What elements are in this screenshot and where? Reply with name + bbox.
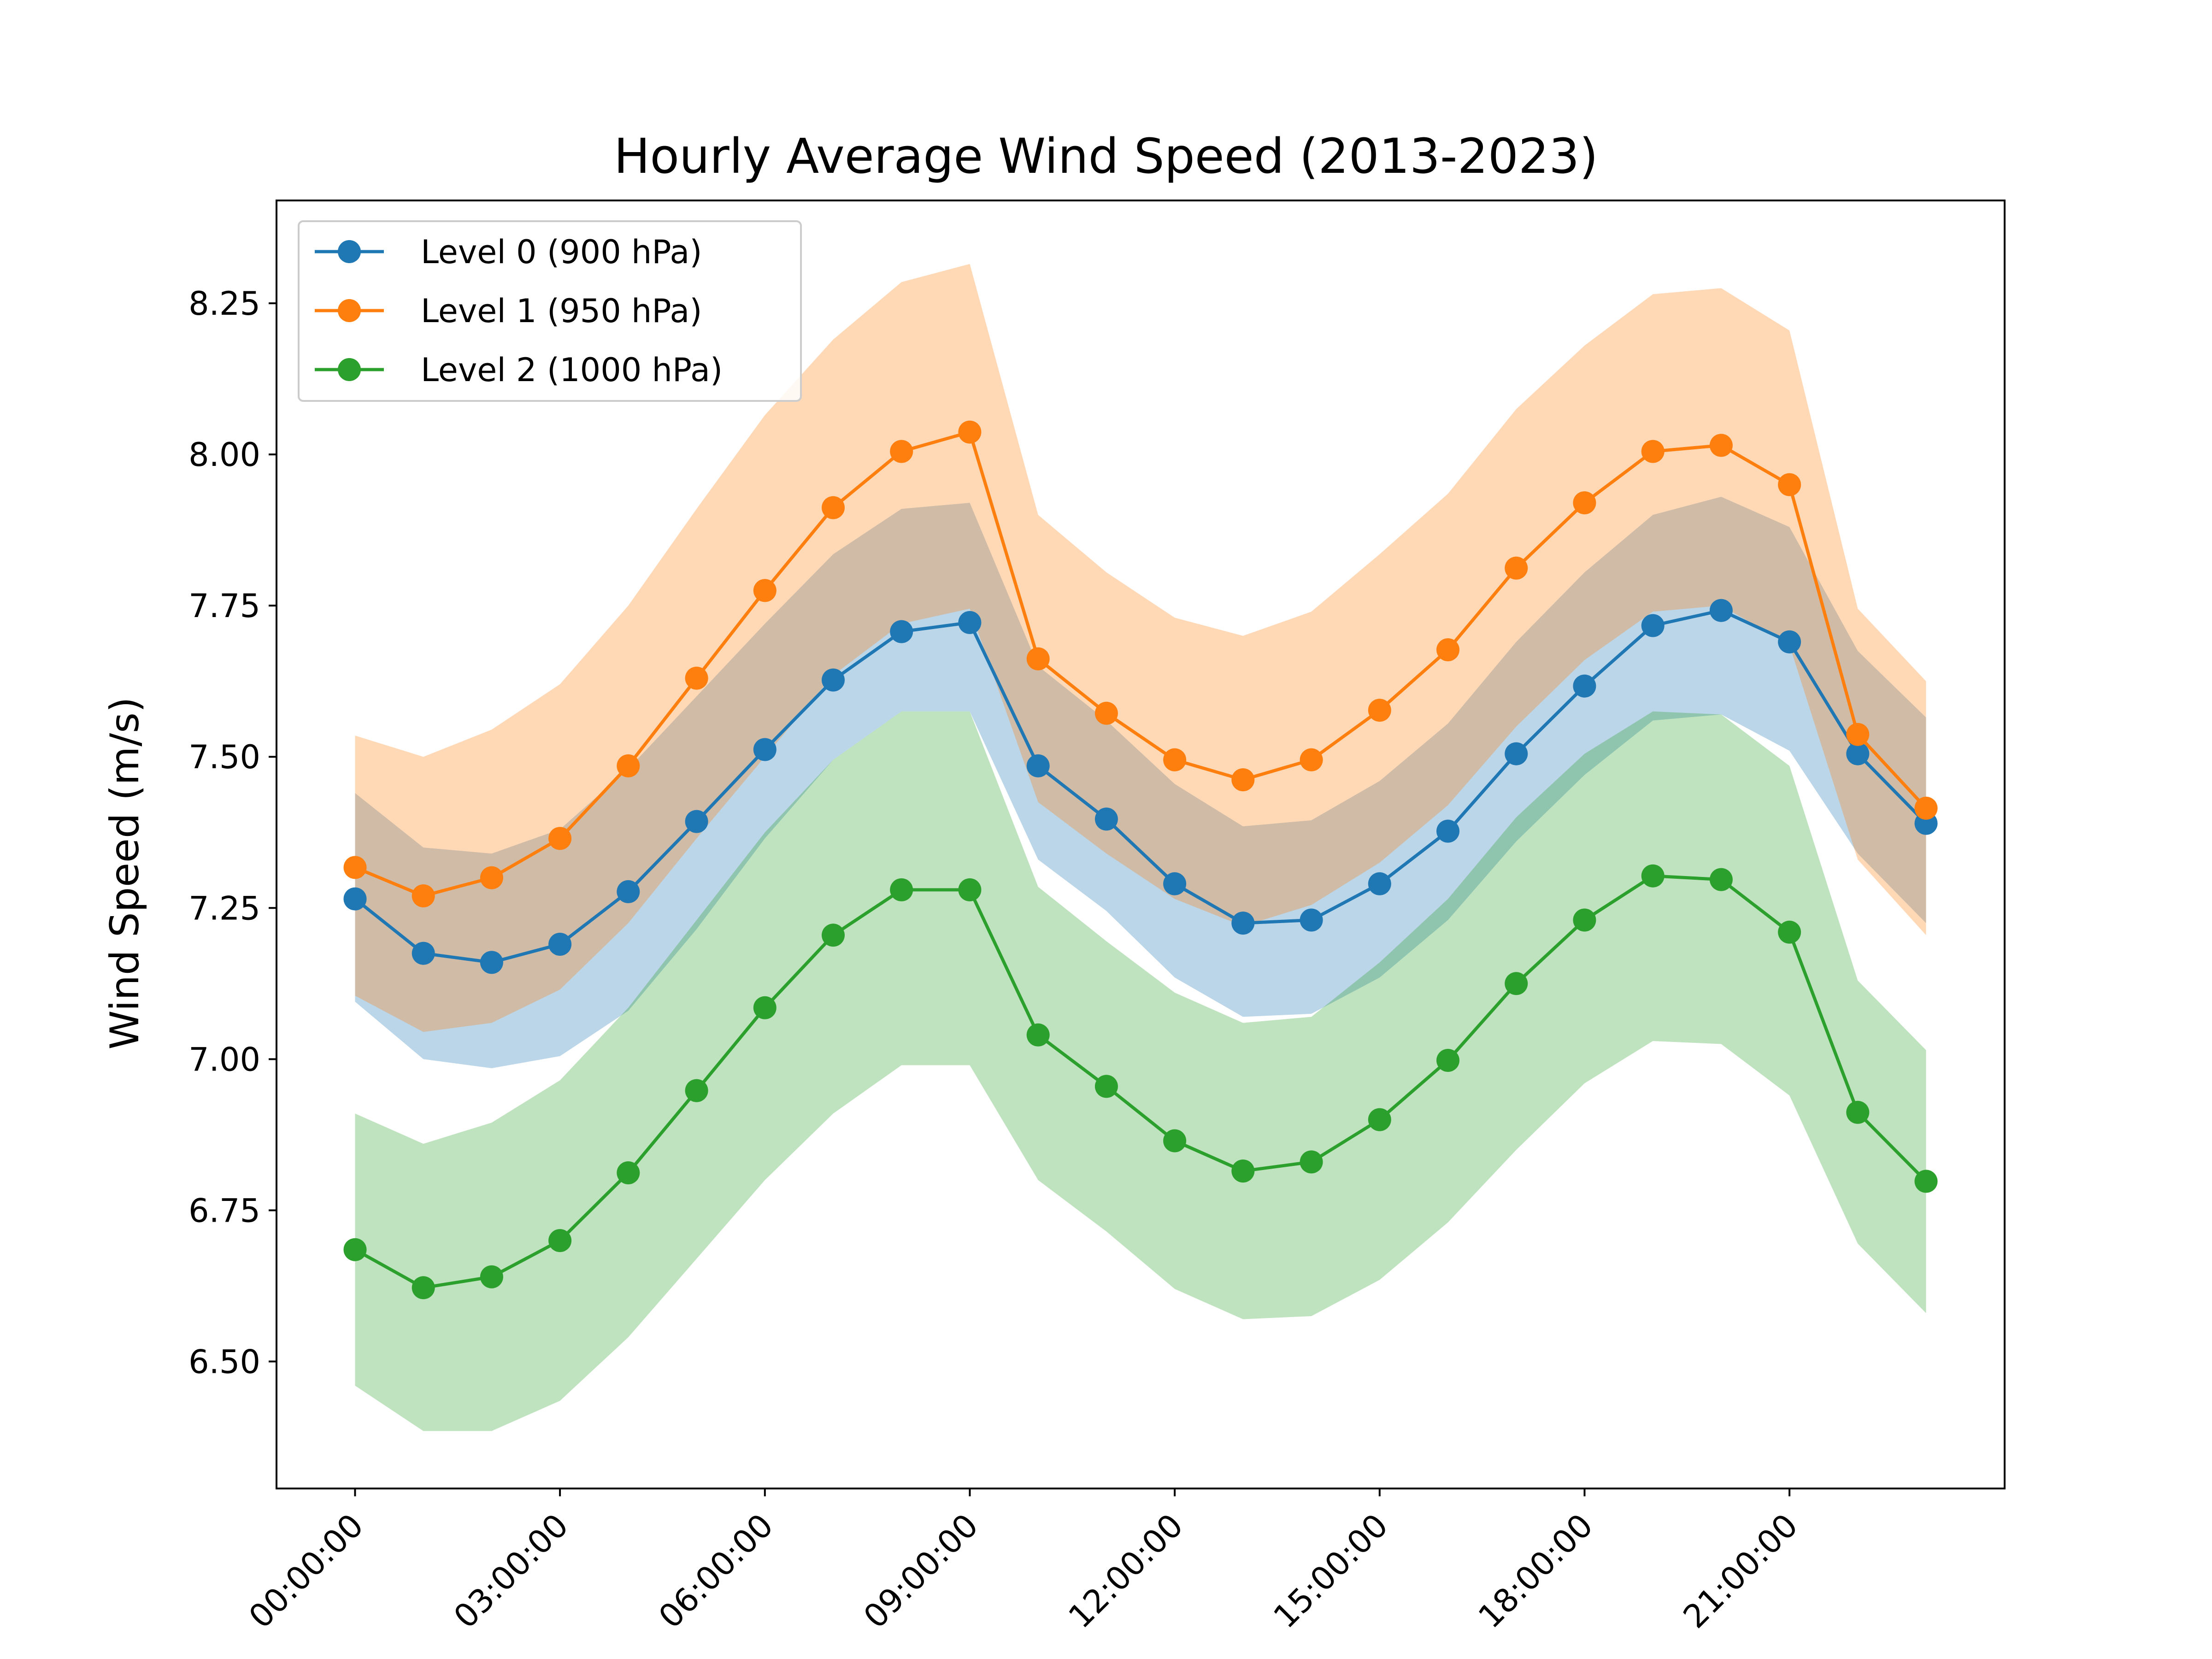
point-level-2-22:00:00 [1846,1100,1870,1124]
point-level-1-07:00:00 [822,496,845,519]
point-level-1-17:00:00 [1505,556,1528,580]
point-level-1-04:00:00 [617,754,640,777]
point-level-1-02:00:00 [480,866,503,889]
point-level-1-16:00:00 [1436,638,1459,661]
point-level-0-11:00:00 [1094,807,1118,831]
point-level-1-08:00:00 [890,440,913,463]
point-level-2-18:00:00 [1573,908,1596,932]
point-level-0-22:00:00 [1846,742,1870,765]
point-level-0-05:00:00 [685,810,708,833]
point-level-2-15:00:00 [1368,1108,1391,1131]
y-axis: 6.50 6.75 7.00 7.25 7.50 7.75 8.00 8.25 [188,285,276,1381]
point-level-1-15:00:00 [1368,699,1391,722]
point-level-0-13:00:00 [1231,912,1255,935]
point-level-0-12:00:00 [1163,872,1187,895]
point-level-1-01:00:00 [412,884,435,907]
point-level-2-20:00:00 [1709,868,1733,891]
point-level-1-03:00:00 [548,827,572,850]
point-level-0-01:00:00 [412,941,435,965]
point-level-2-13:00:00 [1231,1159,1255,1183]
chart-title: Hourly Average Wind Speed (2013-2023) [614,128,1598,184]
point-level-1-14:00:00 [1300,748,1323,771]
point-level-2-06:00:00 [753,996,777,1019]
y-tick-label: 7.25 [188,889,260,927]
point-level-2-19:00:00 [1641,864,1665,888]
point-level-1-11:00:00 [1094,701,1118,725]
point-level-2-07:00:00 [822,924,845,947]
point-level-0-08:00:00 [890,620,913,643]
point-level-1-22:00:00 [1846,723,1870,746]
point-level-1-20:00:00 [1709,434,1733,457]
point-level-0-20:00:00 [1709,599,1733,622]
point-level-2-04:00:00 [617,1161,640,1184]
point-level-0-16:00:00 [1436,819,1459,843]
band-level-0 [355,497,1926,1068]
point-level-0-03:00:00 [548,933,572,956]
point-level-1-10:00:00 [1026,647,1050,671]
point-level-0-09:00:00 [958,611,982,634]
point-level-2-23:00:00 [1914,1170,1938,1193]
point-level-0-18:00:00 [1573,674,1596,698]
point-level-2-09:00:00 [958,878,982,901]
legend-label-1: Level 1 (950 hPa) [421,292,702,330]
point-level-1-23:00:00 [1914,796,1938,820]
y-tick-label: 6.50 [188,1343,260,1381]
legend-label-0: Level 0 (900 hPa) [421,233,702,271]
point-level-2-16:00:00 [1436,1049,1459,1072]
point-level-2-21:00:00 [1778,920,1801,944]
confidence-bands [355,264,1926,1431]
point-level-0-21:00:00 [1778,630,1801,653]
point-level-2-08:00:00 [890,878,913,901]
point-level-1-09:00:00 [958,420,982,444]
point-level-2-03:00:00 [548,1229,572,1252]
band-level-2 [355,711,1926,1431]
y-tick-label: 8.00 [188,436,260,474]
point-level-0-19:00:00 [1641,614,1665,637]
point-level-2-05:00:00 [685,1079,708,1102]
point-level-2-12:00:00 [1163,1129,1187,1153]
point-level-0-06:00:00 [753,738,777,761]
legend-marker-0 [338,240,361,263]
series-points [343,420,1938,1300]
point-level-2-11:00:00 [1094,1075,1118,1098]
y-tick-label: 7.75 [188,587,260,625]
y-tick-label: 7.50 [188,738,260,776]
point-level-0-07:00:00 [822,668,845,692]
point-level-1-00:00:00 [343,856,367,879]
point-level-2-02:00:00 [480,1265,503,1288]
point-level-1-05:00:00 [685,666,708,690]
point-level-2-01:00:00 [412,1276,435,1300]
point-level-1-19:00:00 [1641,440,1665,463]
point-level-1-12:00:00 [1163,748,1187,771]
point-level-0-10:00:00 [1026,754,1050,777]
point-level-2-17:00:00 [1505,972,1528,995]
line-level-0 [354,609,1927,964]
legend-box [298,220,802,402]
point-level-2-00:00:00 [343,1238,367,1261]
point-level-0-00:00:00 [343,887,367,911]
point-level-1-06:00:00 [753,579,777,602]
point-level-1-13:00:00 [1231,768,1255,792]
legend: Level 0 (900 hPa) Level 1 (950 hPa) Level … [298,220,802,402]
y-axis-label: Wind Speed (m/s) [102,697,148,1049]
point-level-0-17:00:00 [1505,742,1528,765]
point-level-0-04:00:00 [617,880,640,903]
legend-marker-1 [338,299,361,322]
y-tick-label: 8.25 [188,285,260,323]
y-tick-label: 6.75 [188,1192,260,1230]
band-level-1 [355,264,1926,1032]
y-tick-label: 7.00 [188,1041,260,1078]
point-level-0-14:00:00 [1300,908,1323,932]
point-level-2-14:00:00 [1300,1150,1323,1174]
point-level-0-02:00:00 [480,951,503,974]
point-level-1-18:00:00 [1573,491,1596,515]
legend-label-2: Level 2 (1000 hPa) [421,351,723,389]
point-level-0-15:00:00 [1368,872,1391,895]
legend-marker-2 [338,358,361,381]
plot-frame [276,200,2006,1489]
point-level-2-10:00:00 [1026,1023,1050,1047]
point-level-1-21:00:00 [1778,473,1801,496]
